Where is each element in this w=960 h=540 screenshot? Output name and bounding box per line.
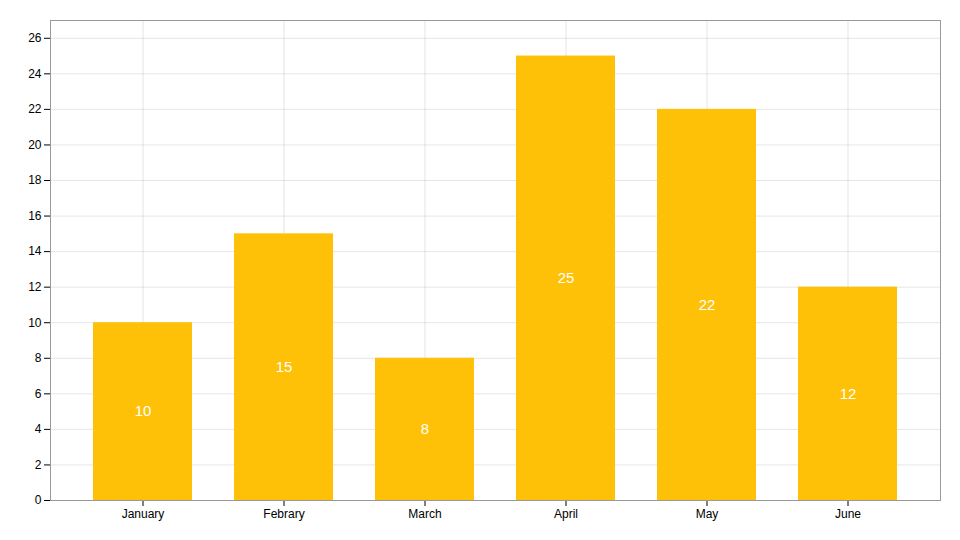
svg-text:20: 20	[28, 138, 42, 152]
svg-text:May: May	[696, 507, 719, 521]
svg-text:18: 18	[28, 173, 42, 187]
svg-text:8: 8	[35, 351, 42, 365]
svg-text:8: 8	[421, 420, 429, 437]
svg-text:25: 25	[558, 269, 575, 286]
svg-text:16: 16	[28, 209, 42, 223]
svg-text:12: 12	[28, 280, 42, 294]
svg-text:March: March	[408, 507, 441, 521]
svg-text:22: 22	[28, 102, 42, 116]
svg-text:2: 2	[35, 458, 42, 472]
svg-text:14: 14	[28, 244, 42, 258]
svg-text:April: April	[554, 507, 578, 521]
svg-text:June: June	[835, 507, 861, 521]
svg-text:January: January	[122, 507, 165, 521]
svg-text:10: 10	[28, 316, 42, 330]
svg-text:10: 10	[135, 402, 152, 419]
svg-text:26: 26	[28, 31, 42, 45]
svg-text:24: 24	[28, 67, 42, 81]
svg-text:Febrary: Febrary	[263, 507, 304, 521]
svg-text:15: 15	[276, 358, 293, 375]
svg-text:0: 0	[35, 493, 42, 507]
svg-text:22: 22	[699, 296, 716, 313]
svg-text:12: 12	[840, 385, 857, 402]
svg-text:4: 4	[35, 422, 42, 436]
svg-text:6: 6	[35, 387, 42, 401]
